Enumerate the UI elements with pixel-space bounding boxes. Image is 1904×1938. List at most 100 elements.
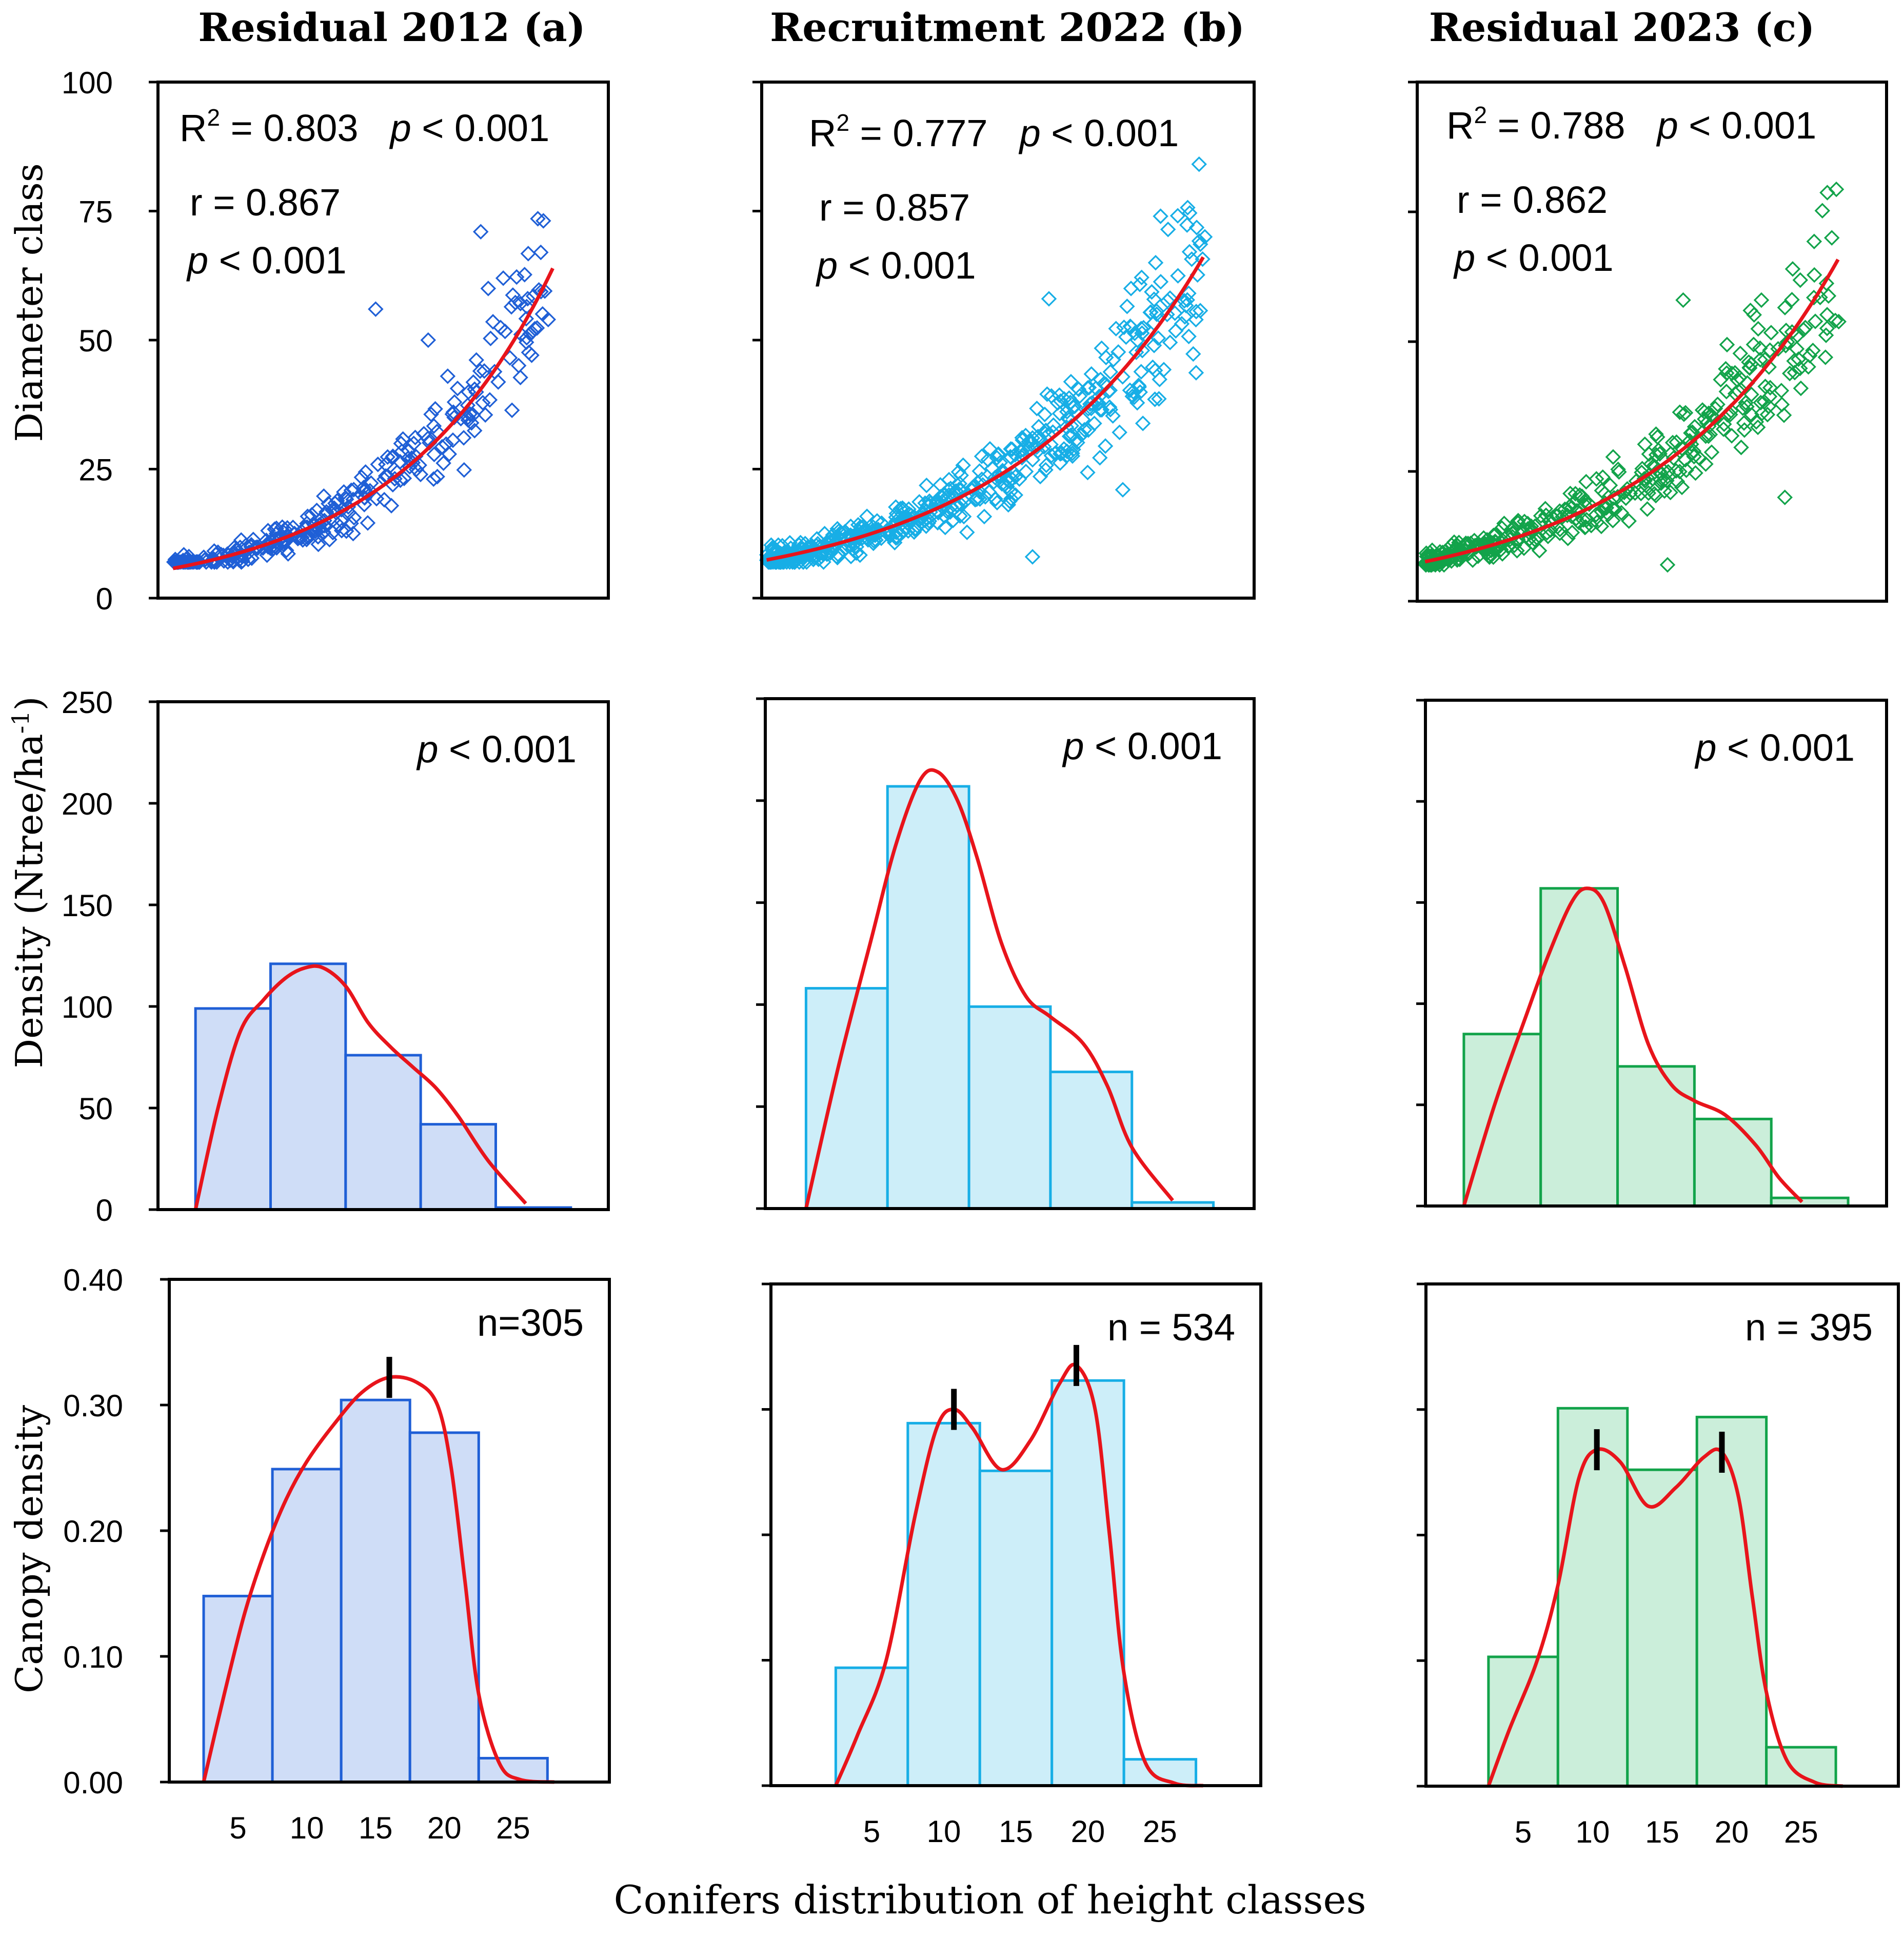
data-point: [1656, 483, 1673, 499]
data-point: [782, 535, 798, 551]
data-point: [1742, 303, 1758, 319]
x-tick-label: 10: [927, 1814, 961, 1849]
data-point: [529, 320, 545, 336]
data-point: [1024, 549, 1041, 565]
bar-1: [804, 987, 889, 1210]
data-point: [1602, 477, 1618, 493]
data-point: [1784, 261, 1801, 277]
data-point: [1724, 365, 1740, 382]
bar-3: [1616, 1065, 1696, 1208]
y-tick-label: 150: [62, 888, 113, 923]
panel-c-density: p < 0.001: [1416, 699, 1888, 1208]
data-point: [441, 446, 458, 462]
data-point: [1743, 407, 1760, 423]
data-point: [1733, 439, 1749, 456]
data-point: [1577, 519, 1593, 536]
data-point: [1697, 411, 1713, 427]
ylabel-canopy: Canopy density: [8, 1405, 51, 1693]
data-point: [1105, 351, 1121, 368]
data-point: [866, 532, 882, 549]
data-point: [955, 457, 971, 473]
data-point: [853, 525, 869, 541]
data-point: [888, 505, 905, 522]
data-point: [1184, 251, 1200, 267]
data-point: [396, 470, 412, 486]
ylabel-diameter: Diameter class: [8, 163, 51, 442]
data-point: [530, 211, 546, 227]
n-count: n = 534: [1107, 1306, 1235, 1349]
x-tick-label: 15: [999, 1814, 1033, 1849]
data-point: [919, 478, 935, 493]
data-point: [310, 529, 326, 545]
data-point: [1148, 306, 1165, 322]
data-point: [346, 482, 362, 498]
data-point: [1650, 429, 1665, 445]
x-tick-label: 15: [359, 1811, 393, 1845]
data-point: [1674, 479, 1690, 496]
data-point: [1759, 406, 1776, 423]
p-stat: p < 0.001: [1453, 236, 1614, 279]
data-point: [368, 301, 384, 317]
plot-frame: [156, 700, 610, 1211]
bar-3: [1626, 1468, 1698, 1788]
data-point: [1605, 501, 1621, 517]
plot-frame: [760, 81, 1256, 600]
plot-frame: [1424, 699, 1888, 1208]
data-point: [380, 449, 395, 465]
data-point: [537, 283, 553, 299]
data-point: [1727, 365, 1743, 381]
data-point: [1115, 482, 1131, 498]
kde-curve: [834, 1362, 1203, 1788]
bar-2: [906, 1421, 981, 1787]
data-point: [1672, 404, 1688, 420]
data-point: [1672, 464, 1688, 480]
data-point: [1038, 457, 1055, 473]
data-point: [426, 446, 442, 463]
data-point: [953, 467, 969, 483]
data-point: [1086, 416, 1102, 431]
x-tick-label: 10: [1576, 1815, 1610, 1849]
data-point: [355, 480, 372, 496]
data-point: [1531, 543, 1548, 559]
data-point: [449, 380, 466, 397]
data-point: [937, 519, 954, 536]
bar-1: [202, 1594, 274, 1784]
data-point: [1191, 156, 1207, 172]
data-point: [480, 281, 497, 296]
data-point: [1119, 298, 1135, 314]
p-stat: p < 0.001: [186, 239, 347, 282]
data-point: [1197, 229, 1213, 245]
data-point: [1516, 513, 1533, 530]
data-point: [1142, 304, 1158, 321]
data-point: [1613, 505, 1630, 521]
r2-stat: R2 = 0.788 p < 0.001: [1446, 102, 1816, 147]
data-point: [1496, 516, 1512, 531]
data-point: [1596, 500, 1612, 516]
data-point: [456, 462, 472, 478]
data-point: [1782, 365, 1798, 382]
data-point: [1823, 230, 1840, 246]
data-point: [1188, 304, 1204, 320]
data-point: [1576, 493, 1593, 509]
data-point: [360, 515, 376, 531]
data-point: [483, 330, 499, 346]
data-point: [1748, 414, 1764, 430]
data-point: [976, 508, 993, 525]
data-point: [1014, 449, 1030, 466]
p-value: p < 0.001: [416, 728, 577, 770]
bar-2: [1556, 1407, 1629, 1788]
data-point: [333, 523, 350, 539]
data-point: [869, 513, 885, 529]
data-point: [1176, 293, 1193, 309]
data-point: [1126, 389, 1142, 405]
data-point: [1516, 540, 1532, 556]
data-point: [845, 541, 861, 557]
col-title-b: Recruitment 2022 (b): [770, 5, 1245, 50]
data-point: [1607, 501, 1623, 518]
data-point: [1510, 512, 1526, 529]
data-point: [259, 532, 274, 548]
plot-frame: [764, 697, 1256, 1210]
kde-curve: [1486, 1447, 1843, 1788]
data-point: [801, 540, 818, 556]
